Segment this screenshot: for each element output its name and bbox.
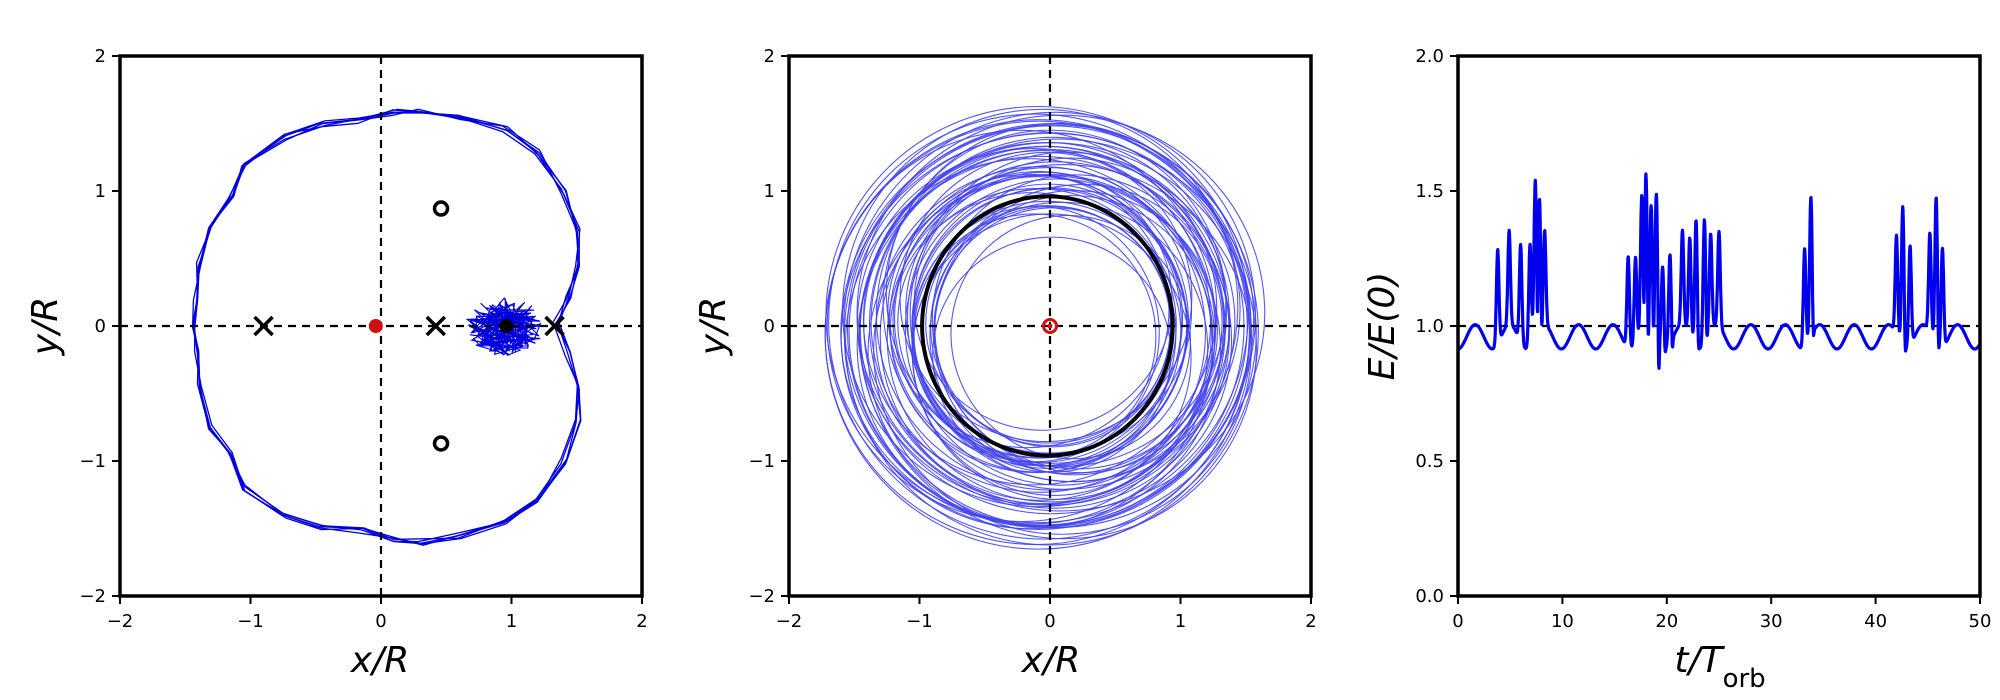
panel1-ytick-label: 1 <box>95 181 106 202</box>
panel3-ytick-label: 0.0 <box>1415 586 1444 607</box>
panel3-ytick-label: 0.5 <box>1415 451 1444 472</box>
primary-body-dot <box>368 319 383 333</box>
lagrange-point-cross <box>544 315 565 337</box>
lagrange-point-cross <box>425 315 447 337</box>
orbit-path <box>899 151 1193 443</box>
panel3-ytick-label: 2.0 <box>1415 46 1444 67</box>
orbit-path <box>911 201 1209 500</box>
panel2-plot-area <box>824 105 1266 550</box>
panel3-xtick-label: 0 <box>1452 611 1463 632</box>
panel3-xtick-label: 20 <box>1655 611 1678 632</box>
panel2-ylabel: y/R <box>693 297 734 356</box>
orbit-path <box>856 114 1266 512</box>
orbit-path <box>859 155 1233 515</box>
panel3-xtick-label: 10 <box>1551 611 1574 632</box>
orbit-path <box>875 136 1228 491</box>
orbit-path <box>911 213 1192 496</box>
orbit-path <box>848 132 1245 527</box>
panel3-xtick-label: 40 <box>1864 611 1887 632</box>
panel2-ytick-label: 2 <box>764 46 775 67</box>
panel2-xtick-label: −2 <box>776 611 803 632</box>
panel1-xtick-label: −2 <box>107 611 134 632</box>
orbit-path <box>882 122 1241 490</box>
panel1-ylabel: y/R <box>25 297 66 356</box>
panel1-xtick-label: 0 <box>375 611 386 632</box>
center-of-mass-marker <box>1042 318 1058 334</box>
panel1-ytick-label: −2 <box>79 586 106 607</box>
binary-orbit-circle <box>920 194 1175 458</box>
lagrange-point-circle <box>432 435 450 452</box>
orbit-path <box>893 174 1182 467</box>
panel3-ytick-label: 1.5 <box>1415 181 1444 202</box>
orbit-path <box>913 213 1157 458</box>
orbit-path <box>873 164 1252 535</box>
panel3-ytick-label: 1.0 <box>1415 316 1444 337</box>
panel1-plot-area <box>191 108 582 546</box>
panel3-xlabel: t/Torb <box>1674 640 1765 694</box>
panel1-ytick-label: 0 <box>95 316 106 337</box>
panel-energy-ratio: 0 10 20 30 40 50 0.0 0.5 1.0 1.5 2.0 <box>1415 46 1991 632</box>
panel1-xtick-label: 1 <box>506 611 517 632</box>
panel1-xtick-label: 2 <box>636 611 647 632</box>
panel3-xlabel-main: t/T <box>1674 640 1725 681</box>
trajectory-cluster <box>465 297 542 356</box>
energy-ratio-line <box>1456 172 1982 370</box>
lagrange-point-circle <box>432 200 450 217</box>
panel1-xlabel: x/R <box>350 640 409 681</box>
panel2-xtick-label: 0 <box>1044 611 1055 632</box>
orbit-path <box>870 150 1212 493</box>
trajectory-loop <box>193 109 582 545</box>
panel3-xtick-label: 30 <box>1760 611 1783 632</box>
orbit-path <box>859 142 1257 540</box>
orbit-path <box>897 187 1177 459</box>
orbit-path <box>842 108 1239 508</box>
panel2-ytick-label: 1 <box>764 181 775 202</box>
secondary-body-dot <box>499 319 514 333</box>
panel-trajectory-corotating: −2 −1 0 1 2 −2 −1 0 1 2 <box>79 46 647 632</box>
panel3-xlabel-subscript: orb <box>1723 664 1766 694</box>
orbit-path <box>904 178 1212 486</box>
center-of-mass-dot <box>1047 323 1053 329</box>
orbit-path <box>824 120 1250 546</box>
panel2-ytick-label: −1 <box>748 451 775 472</box>
panel1-ytick-label: −1 <box>79 451 106 472</box>
orbit-path <box>826 129 1217 523</box>
panel2-xtick-label: 2 <box>1305 611 1316 632</box>
orbit-path <box>911 188 1188 464</box>
panel3-ylabel: E/E(0) <box>1362 272 1403 381</box>
panel2-xlabel: x/R <box>1021 640 1080 681</box>
panel2-ytick-label: −2 <box>748 586 775 607</box>
panel-trajectory-inertial: −2 −1 0 1 2 −2 −1 0 1 2 <box>748 46 1316 632</box>
panel1-ytick-label: 2 <box>95 46 106 67</box>
panel2-xtick-label: −1 <box>906 611 933 632</box>
panel2-xtick-label: 1 <box>1175 611 1186 632</box>
panel3-xtick-label: 50 <box>1969 611 1992 632</box>
panel2-ytick-label: 0 <box>764 316 775 337</box>
panel1-xtick-label: −1 <box>237 611 264 632</box>
lagrange-point-cross <box>253 315 274 337</box>
